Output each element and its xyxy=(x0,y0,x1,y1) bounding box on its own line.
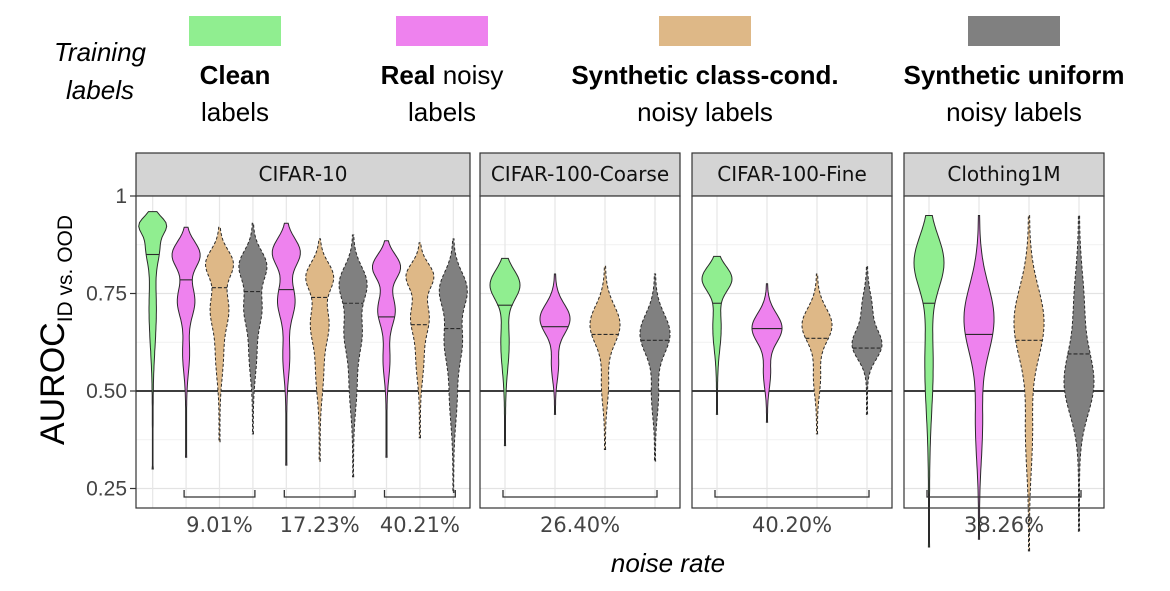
violin-clean xyxy=(701,255,733,415)
legend-label-syn_cc: Synthetic class-cond. xyxy=(571,60,838,90)
panel-cifar-100-fine: CIFAR-100-Fine 40.20% xyxy=(691,152,893,537)
panel-title: CIFAR-10 xyxy=(259,162,348,186)
violin-real xyxy=(271,222,301,466)
panel-border xyxy=(691,195,893,509)
violin-syn_un xyxy=(1063,215,1095,532)
violin-syn_cc xyxy=(305,238,335,462)
noise-rate-label: 26.40% xyxy=(540,513,620,537)
legend-sublabel-clean: labels xyxy=(201,97,269,127)
y-tick-label: 0.50 xyxy=(86,380,127,403)
noise-rate-label: 17.23% xyxy=(280,513,360,537)
panel-strip xyxy=(691,152,893,197)
legend-sublabel-syn_cc: noisy labels xyxy=(637,97,773,127)
violin-real xyxy=(372,240,401,458)
legend: Training labels Clean labels Real noisy lab… xyxy=(54,16,1125,127)
violin-syn_un xyxy=(338,234,368,478)
panel-border xyxy=(135,195,471,509)
panel-strip xyxy=(135,152,471,197)
panel-cifar-100-coarse: CIFAR-100-Coarse 26.40% xyxy=(479,152,681,537)
noise-bracket xyxy=(383,490,456,498)
legend-label-real: Real noisy xyxy=(381,60,504,90)
violin-real xyxy=(751,283,783,423)
violin-syn_cc xyxy=(589,265,621,450)
violin-real xyxy=(963,215,995,540)
y-tick-label: 1 xyxy=(115,185,127,208)
noise-bracket xyxy=(926,490,1082,498)
noise-bracket xyxy=(283,490,356,498)
violin-clean xyxy=(489,257,521,447)
panel-title: Clothing1M xyxy=(947,162,1060,186)
y-tick-label: 0.75 xyxy=(86,283,127,306)
violin-real xyxy=(539,273,571,415)
svg-text:AUROCID vs. OOD: AUROCID vs. OOD xyxy=(34,215,77,445)
legend-swatch-clean xyxy=(189,16,281,46)
noise-bracket xyxy=(714,490,870,498)
y-axis-label-sub: ID vs. OOD xyxy=(54,215,77,322)
y-axis-label-main: AUROC xyxy=(34,322,72,445)
violin-syn_cc xyxy=(405,242,435,439)
legend-swatch-real xyxy=(396,16,488,46)
violin-clean xyxy=(138,211,168,470)
legend-sublabel-real: labels xyxy=(408,97,476,127)
noise-rate-label: 40.20% xyxy=(752,513,832,537)
noise-bracket xyxy=(502,490,658,498)
x-axis-title: noise rate xyxy=(611,548,725,578)
panel-border xyxy=(479,195,681,509)
legend-entry-syn_cc: Synthetic class-cond. noisy labels xyxy=(571,16,839,127)
noise-rate-label: 9.01% xyxy=(186,513,253,537)
legend-sublabel-syn_un: noisy labels xyxy=(946,97,1082,127)
noise-rate-label: 38.26% xyxy=(964,513,1044,537)
legend-label-syn_un: Synthetic uniform xyxy=(903,60,1124,90)
legend-entry-clean: Clean labels xyxy=(189,16,281,127)
legend-swatch-syn_un xyxy=(968,16,1060,46)
panel-border xyxy=(903,195,1105,509)
y-axis-title: AUROCID vs. OOD xyxy=(34,215,77,445)
violin-syn_cc xyxy=(1013,215,1045,552)
violin-syn_cc xyxy=(204,226,235,443)
violin-clean xyxy=(913,215,945,548)
violin-syn_un xyxy=(851,265,883,415)
panel-cifar-10: CIFAR-10 9.01% 17.23% 40.21% 0.25 0.50 0.75 1 xyxy=(86,152,471,537)
violin-real xyxy=(171,226,201,458)
violin-syn_un xyxy=(238,222,268,435)
legend-title-line2: labels xyxy=(66,75,134,105)
panel-title: CIFAR-100-Coarse xyxy=(491,162,669,186)
violin-syn_cc xyxy=(801,273,833,435)
violin-syn_un xyxy=(438,238,468,493)
noise-bracket xyxy=(183,490,256,498)
y-tick-label: 0.25 xyxy=(86,478,127,501)
legend-swatch-syn_cc xyxy=(659,16,751,46)
panel-strip xyxy=(479,152,681,197)
legend-title-line1: Training xyxy=(54,37,147,67)
panel-title: CIFAR-100-Fine xyxy=(717,162,867,186)
legend-entry-real: Real noisy labels xyxy=(381,16,504,127)
panel-strip xyxy=(903,152,1105,197)
violin-syn_un xyxy=(639,273,671,462)
noise-rate-label: 40.21% xyxy=(380,513,460,537)
legend-label-clean: Clean xyxy=(200,60,271,90)
legend-entry-syn_un: Synthetic uniform noisy labels xyxy=(903,16,1125,127)
panel-clothing1m: Clothing1M 38.26% xyxy=(903,152,1105,552)
